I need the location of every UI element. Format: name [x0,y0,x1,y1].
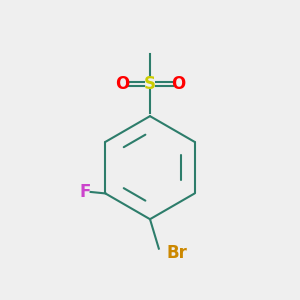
Text: F: F [80,183,91,201]
Text: O: O [115,75,129,93]
Text: O: O [171,75,185,93]
Text: Br: Br [166,244,187,262]
Text: S: S [144,75,156,93]
